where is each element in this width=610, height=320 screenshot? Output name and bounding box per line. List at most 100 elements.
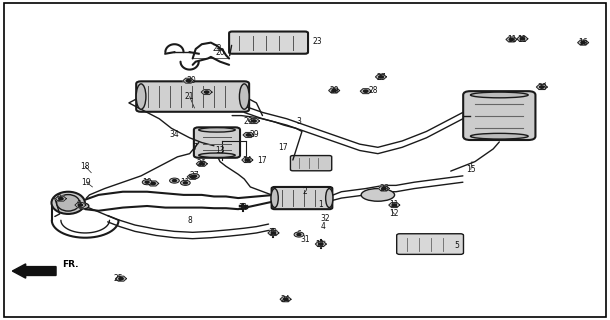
Text: FR.: FR. bbox=[62, 260, 79, 269]
Polygon shape bbox=[315, 242, 326, 246]
Circle shape bbox=[151, 182, 156, 185]
Polygon shape bbox=[378, 186, 389, 191]
Text: 24: 24 bbox=[281, 295, 290, 304]
Ellipse shape bbox=[136, 84, 146, 109]
Text: 17: 17 bbox=[278, 143, 287, 152]
Circle shape bbox=[184, 182, 187, 184]
Text: 2: 2 bbox=[303, 187, 307, 196]
Text: 34: 34 bbox=[170, 130, 179, 139]
Ellipse shape bbox=[470, 133, 528, 139]
Circle shape bbox=[294, 232, 304, 237]
Ellipse shape bbox=[199, 128, 235, 132]
Text: 28: 28 bbox=[369, 86, 378, 95]
Polygon shape bbox=[56, 196, 66, 201]
Circle shape bbox=[78, 204, 82, 206]
Circle shape bbox=[170, 178, 179, 183]
Circle shape bbox=[246, 134, 251, 136]
Circle shape bbox=[145, 181, 149, 183]
Text: 11: 11 bbox=[315, 240, 325, 249]
Text: 20: 20 bbox=[215, 48, 225, 57]
Text: 5: 5 bbox=[454, 241, 459, 250]
Circle shape bbox=[382, 188, 386, 190]
Circle shape bbox=[204, 91, 209, 93]
Text: 12: 12 bbox=[390, 209, 399, 219]
Polygon shape bbox=[187, 174, 198, 179]
Text: 7: 7 bbox=[192, 143, 197, 152]
Text: 23: 23 bbox=[312, 36, 322, 45]
Text: 27: 27 bbox=[376, 73, 386, 82]
Polygon shape bbox=[329, 88, 340, 93]
Ellipse shape bbox=[271, 188, 278, 208]
Polygon shape bbox=[183, 78, 194, 83]
Text: 29: 29 bbox=[329, 86, 339, 95]
Text: 22: 22 bbox=[212, 44, 221, 53]
Polygon shape bbox=[243, 132, 254, 137]
Ellipse shape bbox=[51, 192, 85, 214]
Polygon shape bbox=[375, 75, 386, 79]
Polygon shape bbox=[506, 37, 517, 42]
Text: 11: 11 bbox=[181, 178, 190, 187]
Polygon shape bbox=[201, 90, 212, 95]
Circle shape bbox=[190, 176, 195, 178]
Text: 31: 31 bbox=[300, 235, 310, 244]
Circle shape bbox=[581, 42, 585, 44]
Circle shape bbox=[252, 120, 256, 122]
Text: 10: 10 bbox=[142, 178, 152, 187]
Circle shape bbox=[245, 159, 249, 161]
Text: 33: 33 bbox=[537, 83, 547, 92]
FancyBboxPatch shape bbox=[290, 156, 332, 171]
FancyBboxPatch shape bbox=[194, 127, 240, 158]
Circle shape bbox=[332, 89, 336, 92]
Text: 11: 11 bbox=[390, 200, 399, 209]
Text: 29: 29 bbox=[244, 117, 253, 126]
Text: 1: 1 bbox=[318, 200, 323, 209]
Text: 11: 11 bbox=[268, 228, 278, 237]
Polygon shape bbox=[248, 118, 259, 124]
Polygon shape bbox=[536, 84, 547, 90]
Polygon shape bbox=[517, 36, 528, 41]
Circle shape bbox=[540, 86, 544, 88]
Circle shape bbox=[142, 180, 152, 185]
Text: 3: 3 bbox=[296, 117, 301, 126]
Text: 26: 26 bbox=[197, 159, 207, 168]
Text: 27: 27 bbox=[190, 172, 199, 180]
Ellipse shape bbox=[361, 188, 395, 201]
Polygon shape bbox=[242, 157, 253, 163]
Text: 9: 9 bbox=[77, 200, 82, 209]
Polygon shape bbox=[389, 203, 400, 207]
Text: 4: 4 bbox=[321, 222, 326, 231]
Text: 18: 18 bbox=[81, 162, 90, 171]
Text: 11: 11 bbox=[518, 35, 527, 44]
Text: 11: 11 bbox=[507, 35, 516, 44]
Circle shape bbox=[173, 180, 176, 182]
Text: 9: 9 bbox=[57, 194, 62, 203]
Polygon shape bbox=[75, 203, 86, 207]
Polygon shape bbox=[361, 89, 371, 94]
Text: 30: 30 bbox=[186, 76, 196, 85]
FancyBboxPatch shape bbox=[229, 32, 308, 54]
Circle shape bbox=[364, 90, 368, 92]
Polygon shape bbox=[115, 276, 126, 281]
Circle shape bbox=[392, 204, 396, 206]
Text: 21: 21 bbox=[185, 92, 195, 101]
Ellipse shape bbox=[78, 203, 89, 209]
Circle shape bbox=[284, 298, 288, 300]
FancyBboxPatch shape bbox=[463, 91, 536, 140]
Text: 29: 29 bbox=[249, 130, 259, 139]
Polygon shape bbox=[196, 161, 207, 166]
Text: 17: 17 bbox=[257, 156, 267, 164]
Text: 13: 13 bbox=[215, 146, 225, 155]
Polygon shape bbox=[148, 181, 159, 186]
Ellipse shape bbox=[239, 84, 249, 109]
Circle shape bbox=[181, 180, 190, 185]
Text: 6: 6 bbox=[296, 230, 301, 239]
Text: 11: 11 bbox=[239, 203, 248, 212]
Ellipse shape bbox=[470, 92, 528, 98]
Polygon shape bbox=[280, 297, 291, 302]
Text: 19: 19 bbox=[82, 178, 92, 187]
Polygon shape bbox=[268, 230, 279, 236]
Circle shape bbox=[59, 197, 63, 200]
Text: 8: 8 bbox=[187, 216, 192, 225]
Circle shape bbox=[509, 38, 514, 41]
Circle shape bbox=[119, 277, 123, 280]
